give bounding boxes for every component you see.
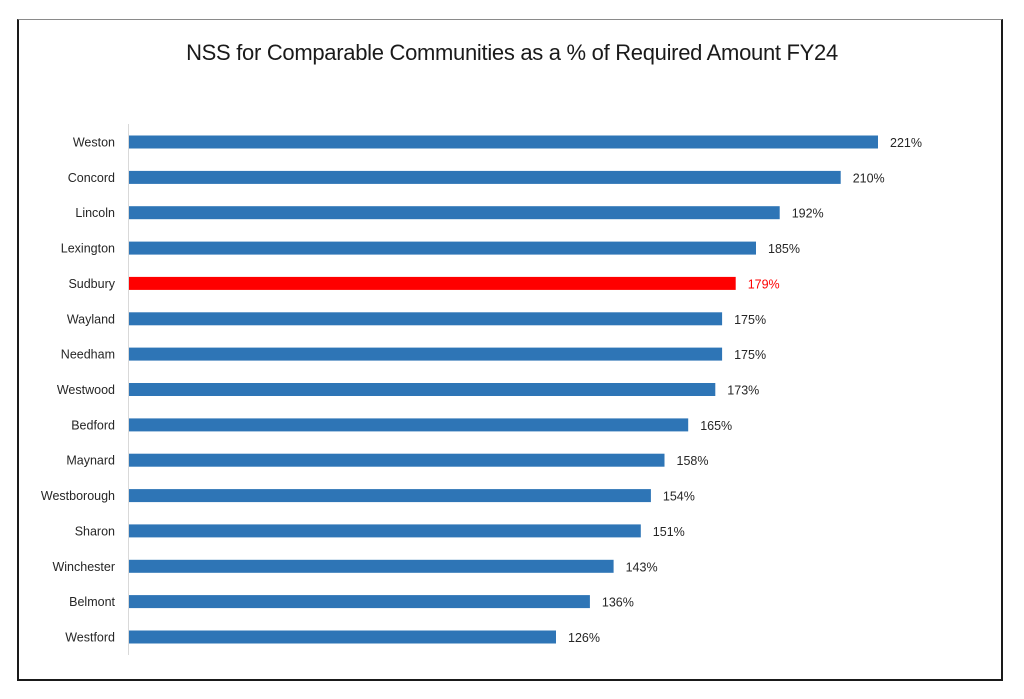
data-label-lexington: 185% bbox=[768, 242, 800, 256]
category-label-bedford: Bedford bbox=[71, 418, 115, 432]
bar-sudbury bbox=[129, 276, 736, 290]
bar-westwood bbox=[129, 383, 716, 396]
bar-lexington bbox=[129, 241, 756, 255]
bar-bedford bbox=[129, 418, 689, 432]
data-label-maynard: 158% bbox=[677, 454, 709, 468]
data-label-westford: 126% bbox=[568, 631, 600, 645]
category-label-sharon: Sharon bbox=[75, 524, 115, 538]
category-label-westwood: Westwood bbox=[57, 383, 115, 397]
data-label-sharon: 151% bbox=[653, 525, 685, 539]
data-label-belmont: 136% bbox=[602, 596, 634, 610]
data-label-winchester: 143% bbox=[626, 560, 658, 574]
bar-wayland bbox=[129, 312, 723, 326]
bar-westborough bbox=[129, 489, 651, 503]
bar-winchester bbox=[129, 559, 614, 573]
data-label-westborough: 154% bbox=[663, 490, 695, 504]
data-label-wayland: 175% bbox=[734, 313, 766, 327]
category-label-weston: Weston bbox=[73, 136, 115, 150]
category-label-concord: Concord bbox=[68, 171, 115, 185]
category-label-wayland: Wayland bbox=[67, 312, 115, 326]
data-label-bedford: 165% bbox=[700, 419, 732, 433]
bar-needham bbox=[129, 347, 723, 361]
bars-group bbox=[129, 135, 878, 644]
category-label-winchester: Winchester bbox=[52, 560, 115, 574]
data-label-lincoln: 192% bbox=[792, 207, 824, 221]
data-labels: 221% 210% 192% 185% 179% 175% 175% 173% 165% 158%… bbox=[568, 136, 922, 645]
bar-maynard bbox=[129, 453, 665, 467]
bar-weston bbox=[129, 135, 878, 149]
category-label-lincoln: Lincoln bbox=[75, 206, 115, 220]
category-label-westborough: Westborough bbox=[41, 489, 115, 503]
data-label-concord: 210% bbox=[853, 171, 885, 185]
category-labels: Weston Concord Lincoln Lexington Sudbury Wayl… bbox=[41, 136, 116, 645]
category-label-maynard: Maynard bbox=[66, 454, 115, 468]
category-label-needham: Needham bbox=[61, 348, 115, 362]
data-label-needham: 175% bbox=[734, 348, 766, 362]
data-label-weston: 221% bbox=[890, 136, 922, 150]
bar-westford bbox=[129, 630, 556, 644]
category-label-belmont: Belmont bbox=[69, 595, 115, 609]
bar-sharon bbox=[129, 524, 641, 538]
bar-belmont bbox=[129, 595, 590, 609]
category-label-sudbury: Sudbury bbox=[68, 277, 115, 291]
chart-title: NSS for Comparable Communities as a % of… bbox=[186, 40, 838, 65]
category-label-lexington: Lexington bbox=[61, 242, 115, 256]
bar-concord bbox=[129, 170, 841, 184]
data-label-westwood: 173% bbox=[727, 384, 759, 398]
bar-lincoln bbox=[129, 206, 780, 220]
data-label-sudbury: 179% bbox=[748, 277, 780, 291]
category-label-westford: Westford bbox=[65, 631, 115, 645]
